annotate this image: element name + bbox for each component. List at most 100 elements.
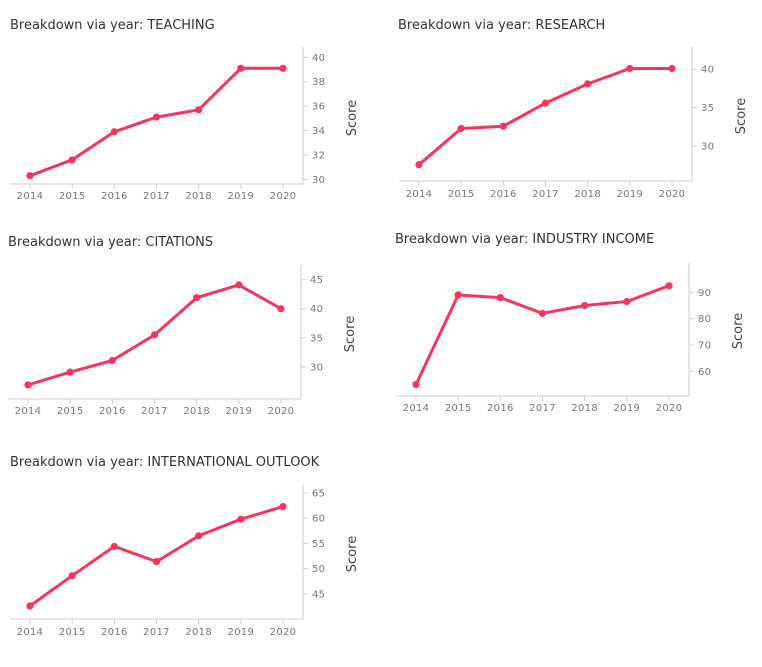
chart-title: Breakdown via year: INTERNATIONAL OUTLOO…	[10, 455, 320, 470]
y-tick-label: 55	[312, 539, 325, 550]
x-tick-label: 2016	[99, 406, 126, 417]
x-tick-label: 2014	[17, 627, 44, 638]
x-tick-label: 2015	[445, 403, 472, 414]
x-tick-label: 2020	[270, 191, 297, 202]
chart-group-citations: 30 35 40 45 2014 2015 2016 2017 2018 2019 2020 Scor…	[8, 265, 358, 417]
data-point[interactable]	[150, 331, 159, 339]
data-point[interactable]	[279, 64, 287, 72]
x-tick-label: 2017	[143, 627, 170, 638]
data-point[interactable]	[68, 156, 76, 164]
data-point[interactable]	[66, 368, 74, 376]
x-tick-label: 2016	[487, 403, 514, 414]
y-tick-label: 32	[312, 150, 325, 161]
chart-group-industry-income: 60 70 80 90 2014 2015 2016 2017 2018 2019 2020 Scor…	[396, 263, 746, 414]
x-tick-label: 2019	[228, 191, 255, 202]
series-line	[414, 284, 671, 386]
data-point[interactable]	[195, 106, 203, 114]
y-tick-label: 80	[698, 314, 711, 325]
data-point[interactable]	[454, 291, 462, 299]
x-tick-label: 2017	[141, 406, 168, 417]
x-tick-label: 2019	[614, 403, 641, 414]
chart-group-teaching: 30 32 34 36 38 40 2014 2015 2016 2017 2018 2019 2020…	[10, 47, 360, 202]
data-point[interactable]	[415, 161, 423, 169]
data-point[interactable]	[152, 557, 161, 566]
y-tick-label: 40	[312, 53, 325, 64]
x-tick-label: 2017	[529, 403, 556, 414]
y-tick-label: 60	[698, 367, 711, 378]
data-point[interactable]	[235, 281, 243, 289]
x-tick-label: 2014	[15, 406, 42, 417]
x-tick-label: 2017	[532, 189, 559, 200]
x-tick-label: 2015	[59, 627, 86, 638]
x-tick-label: 2015	[59, 191, 86, 202]
data-point[interactable]	[623, 297, 631, 306]
data-point[interactable]	[412, 380, 420, 389]
x-tick-label: 2014	[406, 189, 433, 200]
x-tick-label: 2019	[226, 406, 253, 417]
y-tick-label: 50	[312, 564, 325, 575]
x-tick-label: 2018	[183, 406, 210, 417]
series-line	[28, 505, 285, 608]
series-line	[28, 66, 285, 178]
y-tick-label: 35	[310, 333, 323, 344]
data-point[interactable]	[195, 532, 203, 540]
data-point[interactable]	[26, 602, 34, 610]
y-tick-label: 65	[312, 489, 325, 500]
data-point[interactable]	[584, 80, 592, 88]
data-point[interactable]	[152, 113, 161, 121]
data-point[interactable]	[277, 305, 285, 313]
x-tick-label: 2015	[57, 406, 84, 417]
data-point[interactable]	[668, 64, 676, 73]
data-point[interactable]	[279, 503, 287, 511]
x-tick-label: 2019	[617, 189, 644, 200]
y-axis-label: Score	[734, 98, 749, 134]
x-tick-label: 2014	[17, 191, 44, 202]
data-point[interactable]	[581, 301, 589, 310]
data-point[interactable]	[237, 515, 245, 523]
data-point[interactable]	[24, 381, 32, 389]
chart-title: Breakdown via year: TEACHING	[10, 18, 215, 33]
x-tick-label: 2014	[403, 403, 430, 414]
data-point[interactable]	[457, 124, 465, 133]
y-tick-label: 40	[310, 304, 323, 315]
data-point[interactable]	[499, 122, 507, 130]
x-tick-label: 2016	[101, 191, 128, 202]
y-tick-label: 30	[310, 362, 323, 373]
data-point[interactable]	[110, 128, 118, 136]
data-point[interactable]	[68, 572, 76, 580]
y-tick-label: 45	[312, 589, 325, 600]
data-point[interactable]	[538, 309, 547, 317]
y-tick-label: 30	[312, 175, 325, 186]
data-point[interactable]	[193, 294, 201, 302]
x-tick-label: 2018	[574, 189, 601, 200]
data-point[interactable]	[626, 64, 634, 73]
x-tick-label: 2016	[101, 627, 128, 638]
y-tick-label: 90	[698, 288, 711, 299]
data-point[interactable]	[237, 64, 245, 72]
x-tick-label: 2017	[143, 191, 170, 202]
y-tick-label: 45	[310, 275, 323, 286]
y-tick-label: 38	[312, 77, 325, 88]
x-tick-label: 2020	[270, 627, 297, 638]
y-tick-label: 60	[312, 514, 325, 525]
data-point[interactable]	[665, 282, 673, 290]
y-tick-label: 36	[312, 102, 325, 113]
chart-title: Breakdown via year: INDUSTRY INCOME	[395, 232, 655, 247]
y-axis-label: Score	[343, 316, 358, 352]
x-tick-label: 2020	[268, 406, 295, 417]
data-point[interactable]	[110, 542, 118, 551]
data-point[interactable]	[496, 293, 504, 302]
series-line	[417, 67, 674, 167]
y-axis-label: Score	[345, 100, 360, 136]
data-point[interactable]	[541, 99, 550, 107]
chart-title: Breakdown via year: CITATIONS	[8, 235, 214, 250]
chart-group-international-outlook: 45 50 55 60 65 2014 2015 2016 2017 2018 2019 2020 Sc…	[10, 485, 360, 638]
x-tick-label: 2018	[185, 627, 212, 638]
y-tick-label: 35	[701, 103, 714, 114]
x-tick-label: 2019	[228, 627, 255, 638]
data-point[interactable]	[26, 172, 34, 180]
data-point[interactable]	[108, 356, 116, 365]
x-tick-label: 2015	[448, 189, 475, 200]
y-axis-label: Score	[345, 536, 360, 572]
